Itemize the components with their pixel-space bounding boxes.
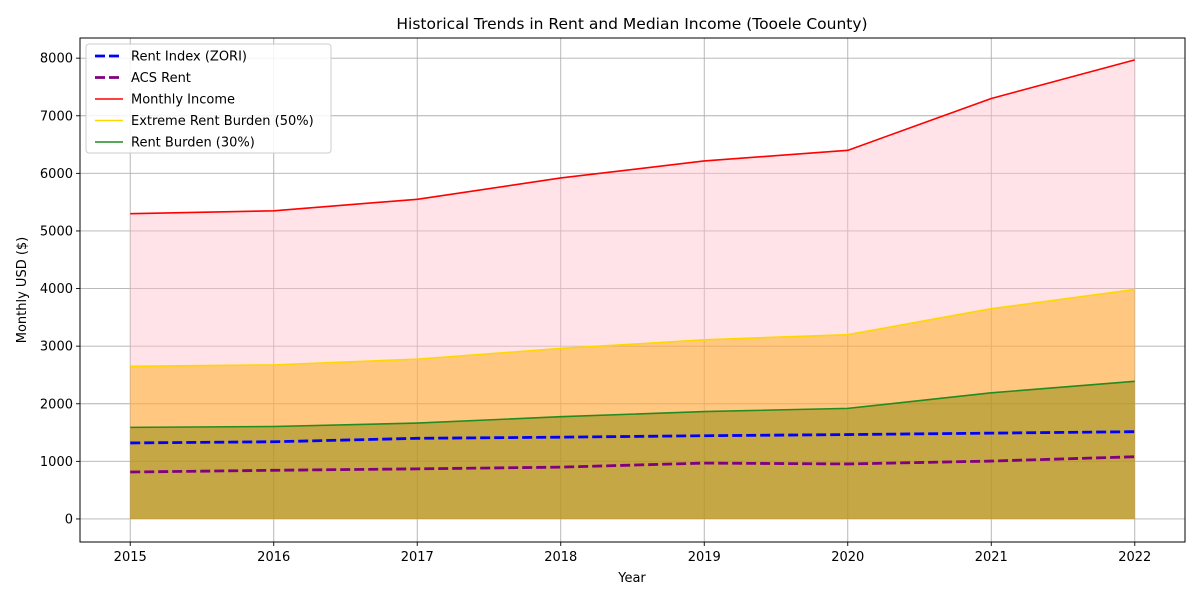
y-tick-label: 6000 <box>40 167 73 182</box>
y-axis-label: Monthly USD ($) <box>15 237 30 344</box>
x-tick-label: 2019 <box>688 550 721 565</box>
area-extreme-rent-burden-50- <box>130 289 1135 519</box>
x-tick-label: 2020 <box>831 550 864 565</box>
line-monthly-income <box>130 59 1135 215</box>
y-tick-label: 7000 <box>40 109 73 124</box>
chart-title: Historical Trends in Rent and Median Inc… <box>396 15 867 33</box>
y-tick-label: 5000 <box>40 224 73 239</box>
legend-label: Rent Burden (30%) <box>131 136 255 151</box>
y-tick-label: 8000 <box>40 52 73 67</box>
area-rent-burden-30- <box>130 381 1135 519</box>
line-rent-burden-30- <box>130 380 1135 429</box>
line-extreme-rent-burden-50- <box>130 288 1135 368</box>
x-axis-label: Year <box>617 571 646 586</box>
y-tick-label: 2000 <box>40 397 73 412</box>
x-tick-label: 2021 <box>975 550 1008 565</box>
x-tick-label: 2017 <box>401 550 434 565</box>
x-tick-label: 2016 <box>257 550 290 565</box>
legend-label: Rent Index (ZORI) <box>131 50 247 65</box>
legend-label: Extreme Rent Burden (50%) <box>131 114 314 129</box>
y-axis-ticks: 0 1000 2000 3000 4000 5000 6000 7000 8000 <box>40 52 80 527</box>
series-lines <box>130 59 1135 474</box>
y-tick-label: 1000 <box>40 455 73 470</box>
legend-label: Monthly Income <box>131 93 235 108</box>
y-tick-label: 3000 <box>40 340 73 355</box>
y-tick-label: 0 <box>65 512 73 527</box>
x-tick-label: 2018 <box>544 550 577 565</box>
x-tick-label: 2022 <box>1118 550 1151 565</box>
plot-frame <box>79 37 1186 543</box>
legend-frame <box>85 43 332 154</box>
x-axis-ticks: 2015 2016 2017 2018 2019 2020 2021 2022 <box>114 542 1151 565</box>
y-tick-label: 4000 <box>40 282 73 297</box>
x-tick-label: 2015 <box>114 550 147 565</box>
legend-label: ACS Rent <box>131 71 191 86</box>
legend: Rent Index (ZORI) ACS Rent Monthly Income E… <box>85 43 332 154</box>
